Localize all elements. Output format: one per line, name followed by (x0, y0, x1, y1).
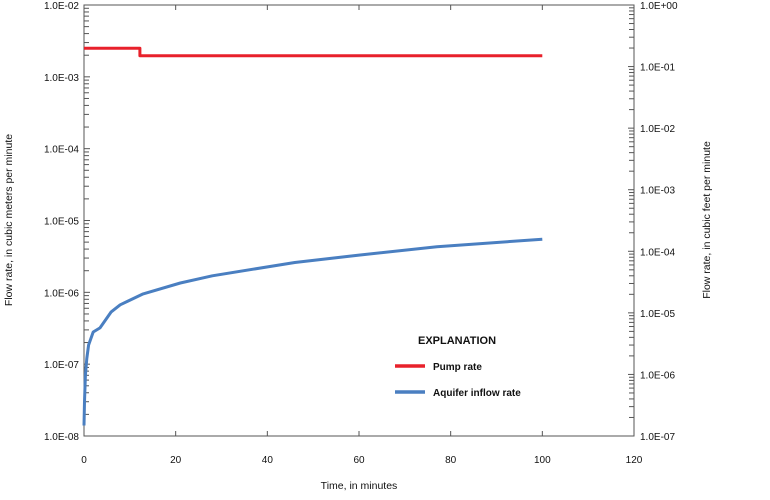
series-line-aquifer-inflow-rate (82, 237, 543, 426)
x-tick-label: 0 (81, 455, 87, 466)
x-axis-label: Time, in minutes (321, 480, 398, 492)
y-right-tick-label: 1.0E-07 (640, 432, 675, 443)
y-right-tick-label: 1.0E-05 (640, 309, 675, 320)
y-right-tick-label: 1.0E-02 (640, 124, 675, 135)
x-tick-label: 120 (626, 455, 643, 466)
series-line-pump-rate (84, 46, 543, 58)
plot-frame (83, 4, 635, 437)
y-tick-label: 1.0E-04 (44, 145, 79, 156)
y-right-tick-label: 1.0E-04 (640, 247, 675, 258)
y-right-tick-label: 1.0E+00 (640, 1, 678, 12)
y-tick-label: 1.0E-05 (44, 217, 79, 228)
y-right-tick-label: 1.0E-01 (640, 63, 675, 74)
x-tick-label: 60 (353, 455, 365, 466)
y-tick-label: 1.0E-03 (44, 73, 79, 84)
y-tick-label: 1.0E-08 (44, 432, 79, 443)
y-tick-label: 1.0E-06 (44, 288, 79, 299)
y-tick-label: 1.0E-02 (44, 1, 79, 12)
y-right-tick-label: 1.0E-06 (640, 370, 675, 381)
legend-title: EXPLANATION (418, 335, 496, 347)
y-axis-label-left: Flow rate, in cubic meters per minute (3, 134, 15, 306)
y-axis-label-right: Flow rate, in cubic feet per minute (701, 141, 713, 299)
x-tick-label: 20 (170, 455, 182, 466)
legend-label-pump-rate: Pump rate (433, 362, 482, 373)
legend: EXPLANATION Pump rate Aquifer inflow rat… (395, 335, 521, 399)
y-tick-label: 1.0E-07 (44, 360, 79, 371)
axes: 0 20 40 60 80 100 120 1.0E-08 1.0E-07 1.0E-06 1.0E… (44, 1, 678, 466)
y-right-tick-label: 1.0E-03 (640, 186, 675, 197)
legend-label-aquifer-inflow-rate: Aquifer inflow rate (433, 388, 521, 399)
series-group (82, 46, 543, 426)
x-tick-label: 100 (534, 455, 551, 466)
x-tick-label: 40 (262, 455, 274, 466)
x-tick-label: 80 (445, 455, 457, 466)
